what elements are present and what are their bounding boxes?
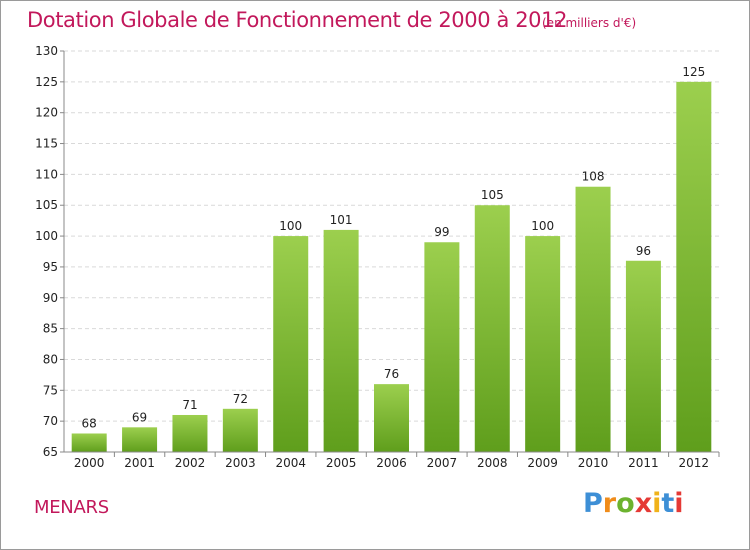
y-tick-label: 85 <box>43 322 58 336</box>
y-tick-label: 90 <box>43 291 58 305</box>
bar <box>525 236 561 452</box>
x-tick-label: 2010 <box>578 456 609 470</box>
y-tick-label: 80 <box>43 352 58 366</box>
logo-letter: x <box>634 488 653 519</box>
x-tick-label: 2001 <box>124 456 155 470</box>
y-tick-label: 115 <box>35 137 58 151</box>
bar <box>374 384 409 452</box>
proxiti-logo[interactable]: Proxiti <box>583 488 684 519</box>
bar-value-label: 105 <box>481 188 504 202</box>
bar-value-label: 68 <box>82 416 97 430</box>
bar-value-label: 71 <box>182 398 197 412</box>
x-axis-ticks: 2000 2001 2002 2003 2004 2005 2006 2007 2008 2009… <box>74 452 720 470</box>
y-tick-label: 130 <box>35 44 58 58</box>
y-tick-label: 110 <box>35 167 58 181</box>
x-tick-label: 2004 <box>275 456 306 470</box>
logo-letter: o <box>616 488 635 519</box>
bar-value-label: 101 <box>330 213 353 227</box>
bar-value-label: 108 <box>582 170 605 184</box>
x-tick-label: 2002 <box>175 456 206 470</box>
bar-value-label: 99 <box>434 225 449 239</box>
bar-value-label: 69 <box>132 410 147 424</box>
logo-letter: i <box>652 488 662 519</box>
x-tick-label: 2012 <box>679 456 710 470</box>
logo-letter: i <box>674 488 684 519</box>
bar-value-label: 76 <box>384 367 399 381</box>
y-axis-ticks: 65 70 75 80 85 90 95 100 105 110 115 120 125 130 <box>35 44 64 459</box>
y-tick-label: 95 <box>43 260 58 274</box>
y-tick-label: 105 <box>35 198 58 212</box>
logo-letter: t <box>661 488 675 519</box>
x-tick-label: 2006 <box>376 456 407 470</box>
bar <box>676 81 712 452</box>
bar-value-label: 72 <box>233 392 248 406</box>
logo-letter: P <box>583 488 603 519</box>
bar <box>71 433 107 452</box>
y-tick-label: 100 <box>35 229 58 243</box>
bar <box>273 236 309 452</box>
y-tick-label: 65 <box>43 445 58 459</box>
logo-letter: r <box>602 488 617 519</box>
x-tick-label: 2005 <box>326 456 357 470</box>
y-tick-label: 75 <box>43 383 58 397</box>
y-tick-label: 70 <box>43 414 58 428</box>
bar-value-label: 100 <box>531 219 554 233</box>
bar <box>122 427 158 452</box>
x-tick-label: 2011 <box>628 456 659 470</box>
bar <box>323 229 359 452</box>
y-tick-label: 120 <box>35 106 58 120</box>
x-tick-label: 2009 <box>527 456 558 470</box>
bar <box>424 242 460 452</box>
x-tick-label: 2008 <box>477 456 508 470</box>
y-tick-label: 125 <box>35 75 58 89</box>
bar-value-label: 125 <box>682 65 705 79</box>
chart-unit: (en milliers d'€) <box>542 16 637 30</box>
bar <box>575 186 611 452</box>
bar <box>222 408 258 452</box>
x-tick-label: 2007 <box>427 456 458 470</box>
bar <box>474 205 510 452</box>
bar-value-label: 96 <box>636 244 651 258</box>
commune-name: MENARS <box>34 497 109 518</box>
bars: 68 69 71 72 100 101 76 99 105 100 108 96 125 <box>71 65 712 452</box>
bar-value-label: 100 <box>279 219 302 233</box>
bar <box>625 260 661 452</box>
bar <box>172 414 208 452</box>
x-tick-label: 2000 <box>74 456 105 470</box>
x-tick-label: 2003 <box>225 456 256 470</box>
axes <box>63 51 719 453</box>
chart-title: Dotation Globale de Fonctionnement de 20… <box>27 8 568 32</box>
